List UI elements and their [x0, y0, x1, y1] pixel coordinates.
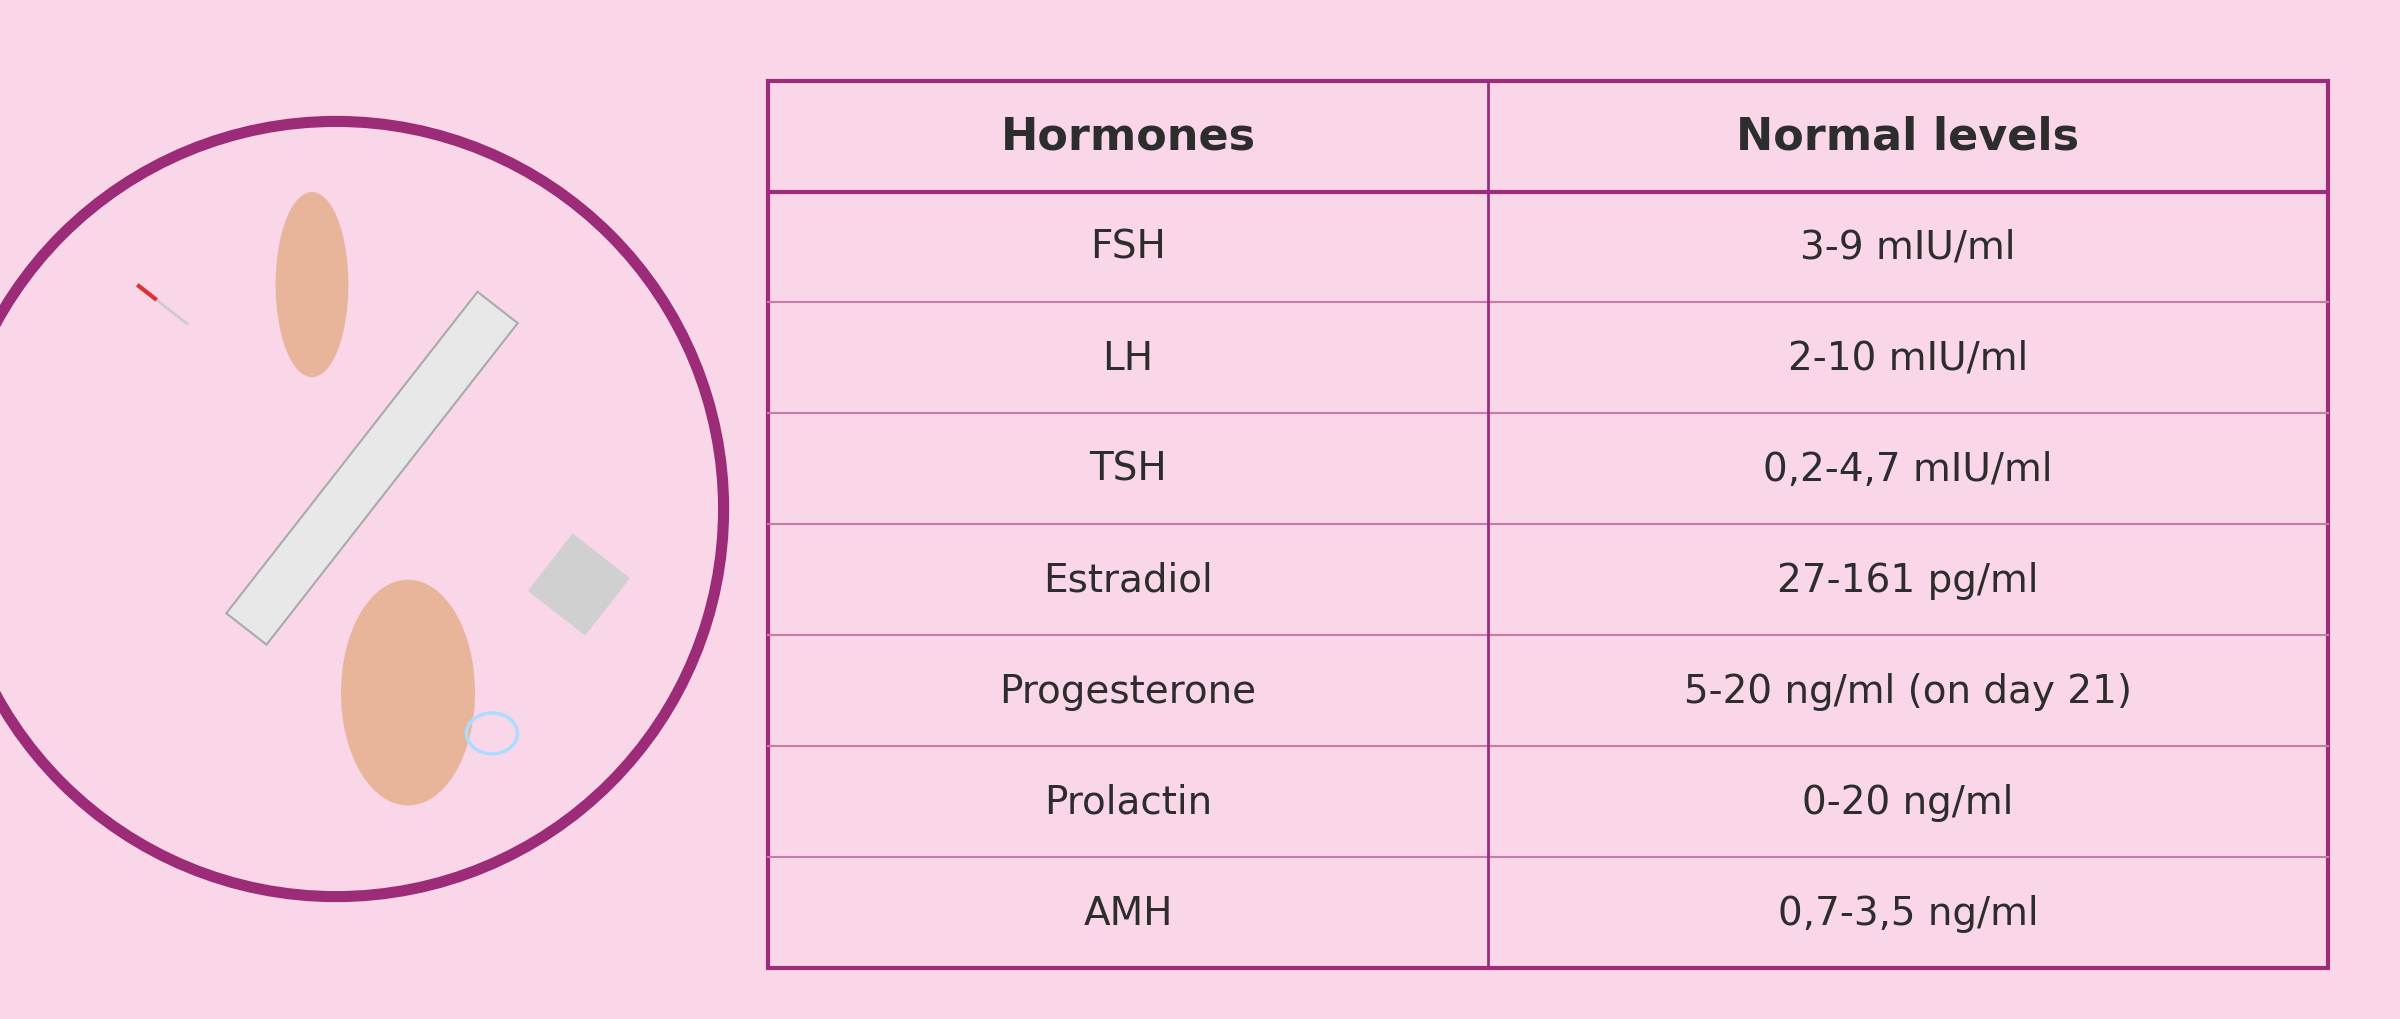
Text: FSH: FSH	[1090, 228, 1166, 267]
Text: 0-20 ng/ml: 0-20 ng/ml	[1802, 783, 2014, 821]
Text: AMH: AMH	[1082, 894, 1174, 931]
Text: Normal levels: Normal levels	[1738, 115, 2078, 158]
Text: 5-20 ng/ml (on day 21): 5-20 ng/ml (on day 21)	[1685, 672, 2131, 710]
Polygon shape	[226, 292, 518, 645]
Text: 0,2-4,7 mIU/ml: 0,2-4,7 mIU/ml	[1764, 450, 2052, 488]
Ellipse shape	[341, 581, 475, 805]
Polygon shape	[528, 535, 629, 635]
Ellipse shape	[0, 122, 725, 897]
Text: Prolactin: Prolactin	[1044, 783, 1212, 821]
Text: Hormones: Hormones	[1001, 115, 1255, 158]
Text: 3-9 mIU/ml: 3-9 mIU/ml	[1800, 228, 2016, 267]
Bar	[768, 82, 2328, 968]
Text: 2-10 mIU/ml: 2-10 mIU/ml	[1788, 339, 2028, 378]
Text: Progesterone: Progesterone	[998, 672, 1258, 710]
Text: Estradiol: Estradiol	[1044, 561, 1212, 599]
Ellipse shape	[276, 194, 348, 377]
Text: 27-161 pg/ml: 27-161 pg/ml	[1778, 561, 2038, 599]
Text: LH: LH	[1102, 339, 1154, 378]
Text: 0,7-3,5 ng/ml: 0,7-3,5 ng/ml	[1778, 894, 2038, 931]
Text: TSH: TSH	[1090, 450, 1166, 488]
